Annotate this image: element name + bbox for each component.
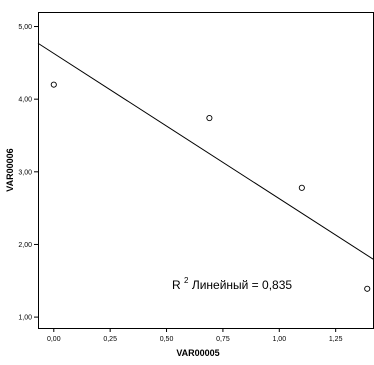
y-tick-label: 2,00 bbox=[18, 242, 32, 249]
x-tick-label: 0,00 bbox=[47, 336, 61, 343]
x-tick-label: 1,00 bbox=[272, 336, 286, 343]
r-squared-superscript: 2 bbox=[184, 276, 189, 285]
fit-line bbox=[37, 42, 374, 261]
y-axis-ticks: 1,00 2,00 3,00 4,00 5,00 bbox=[18, 24, 38, 322]
x-axis-ticks: 0,00 0,25 0,50 0,75 1,00 1,25 bbox=[47, 328, 343, 343]
r-squared-annotation: R 2 Линейный = 0,835 bbox=[172, 272, 292, 292]
y-tick-label: 4,00 bbox=[18, 97, 32, 104]
data-point bbox=[298, 184, 305, 191]
data-point bbox=[50, 81, 57, 88]
data-point bbox=[364, 285, 371, 292]
y-tick-label: 5,00 bbox=[18, 24, 32, 31]
data-point bbox=[206, 115, 213, 122]
x-tick-label: 0,50 bbox=[160, 336, 174, 343]
r-squared-prefix: R bbox=[172, 278, 181, 292]
x-axis-title: VAR00005 bbox=[176, 348, 219, 358]
y-axis-title: VAR00006 bbox=[5, 148, 15, 191]
y-tick-label: 1,00 bbox=[18, 315, 32, 322]
x-tick-label: 1,25 bbox=[329, 336, 343, 343]
data-points bbox=[50, 81, 371, 292]
x-tick-label: 0,75 bbox=[216, 336, 230, 343]
y-tick-label: 3,00 bbox=[18, 169, 32, 176]
x-tick-label: 0,25 bbox=[103, 336, 117, 343]
r-squared-text: Линейный = 0,835 bbox=[192, 278, 293, 292]
